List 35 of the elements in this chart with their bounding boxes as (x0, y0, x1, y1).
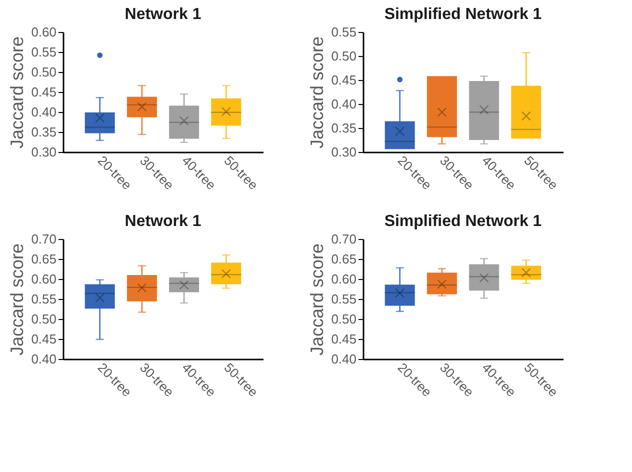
chart-title: Network 1 (124, 213, 202, 230)
y-tick-label: 0.40 (31, 104, 56, 120)
y-tick-label: 0.50 (331, 48, 356, 64)
chart-title: Simplified Network 1 (384, 213, 542, 230)
y-tick-label: 0.60 (31, 272, 56, 286)
y-tick-label: 0.30 (331, 144, 356, 160)
y-axis-title: Jaccard score (7, 36, 28, 149)
y-tick-label: 0.30 (31, 144, 56, 160)
y-tick-label: 0.35 (331, 120, 356, 136)
y-tick-label: 0.55 (31, 44, 56, 60)
y-tick-label: 0.70 (331, 232, 356, 246)
y-tick-label: 0.45 (331, 332, 356, 346)
y-axis-title: Jaccard score (307, 36, 328, 149)
y-tick-label: 0.55 (31, 292, 56, 306)
y-tick-label: 0.65 (31, 252, 56, 266)
y-axis-title: Jaccard score (307, 243, 328, 356)
y-tick-label: 0.65 (331, 252, 356, 266)
y-tick-label: 0.60 (331, 272, 356, 286)
y-tick-label: 0.45 (331, 72, 356, 88)
y-tick-label: 0.50 (31, 312, 56, 326)
y-tick-label: 0.45 (31, 332, 56, 346)
y-tick-label: 0.50 (31, 64, 56, 80)
y-axis-title: Jaccard score (7, 243, 28, 356)
y-tick-label: 0.40 (331, 96, 356, 112)
y-tick-label: 0.50 (331, 312, 356, 326)
y-tick-label: 0.55 (331, 24, 356, 40)
y-tick-label: 0.60 (31, 24, 56, 40)
y-tick-label: 0.35 (31, 124, 56, 140)
y-tick-label: 0.55 (331, 292, 356, 306)
y-tick-label: 0.40 (331, 352, 356, 366)
chart-title: Simplified Network 1 (384, 6, 542, 23)
chart-title: Network 1 (124, 6, 202, 23)
y-tick-label: 0.45 (31, 84, 56, 100)
y-tick-label: 0.70 (31, 232, 56, 246)
y-tick-label: 0.40 (31, 352, 56, 366)
